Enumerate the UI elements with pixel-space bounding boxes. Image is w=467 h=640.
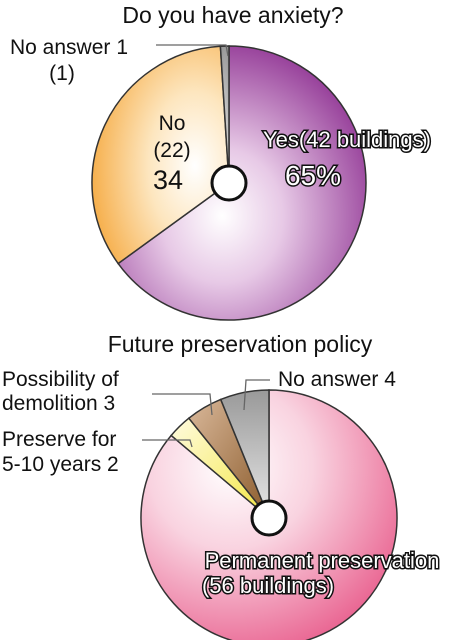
label-preserve-2: 5-10 years 2	[2, 453, 119, 476]
label-no: No	[159, 112, 186, 135]
label-permanent-2: (56 buildings)	[202, 573, 334, 598]
pie1-center-hole	[210, 164, 248, 202]
leader-demolition	[152, 393, 213, 416]
leader-preserve	[142, 439, 193, 448]
leader-no-answer-1	[156, 44, 229, 57]
label-yes-percent: 65%	[285, 160, 341, 191]
pie2-center-hole	[250, 499, 288, 537]
label-demolition-2: demolition 3	[2, 392, 115, 415]
leader-no-answer-2	[243, 379, 270, 411]
slice-no-answer	[219, 45, 230, 184]
label-no-count: (22)	[153, 139, 190, 162]
label-demolition-1: Possibility of	[2, 368, 119, 391]
label-yes: Yes(42 buildings)	[263, 127, 431, 152]
pie-anxiety	[91, 45, 367, 321]
slice-no	[91, 45, 230, 265]
label-no-answer-1: No answer 1	[10, 36, 128, 59]
label-permanent-1: Permanent preservation	[205, 548, 440, 573]
chart1-title: Do you have anxiety?	[122, 2, 343, 28]
label-no-answer-1-count: (1)	[49, 62, 75, 85]
label-preserve-1: Preserve for	[2, 428, 116, 451]
slice-no-answer-2	[219, 389, 270, 519]
label-no-answer-2: No answer 4	[278, 368, 396, 391]
chart2-title: Future preservation policy	[108, 331, 373, 357]
label-no-value: 34	[153, 165, 183, 195]
pie-preservation	[140, 389, 398, 640]
slice-permanent-preservation	[140, 389, 398, 640]
